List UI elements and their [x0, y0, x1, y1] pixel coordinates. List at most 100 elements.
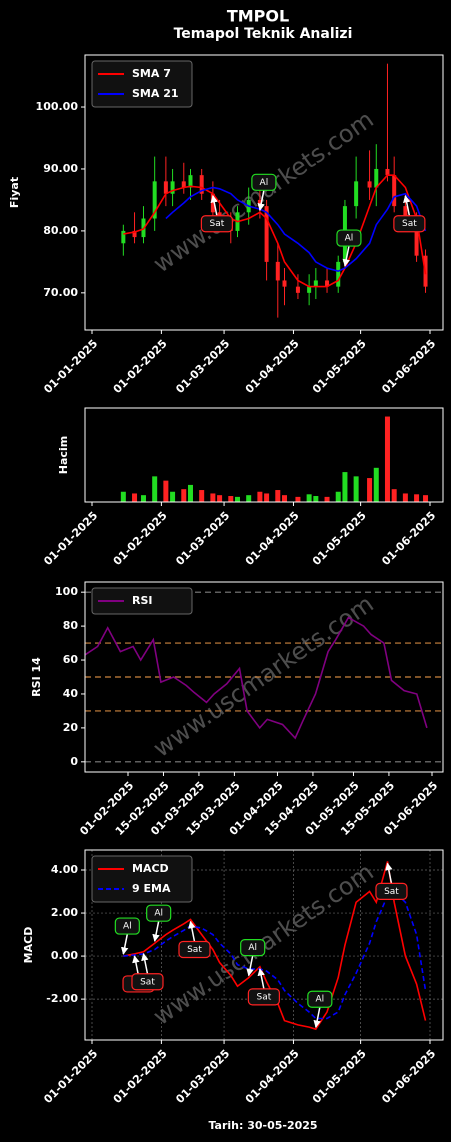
y-tick-label: 40	[63, 687, 79, 700]
legend-box	[91, 855, 193, 903]
bar	[234, 496, 240, 502]
candle-body	[163, 181, 168, 194]
plot-frame	[84, 54, 444, 331]
annotation-label: Sat	[140, 977, 155, 987]
y-tick-label: 20	[63, 721, 79, 734]
candle-body	[199, 175, 204, 194]
bar	[264, 493, 270, 502]
legend-label: RSI	[132, 594, 153, 607]
annotation-box	[375, 882, 408, 901]
y-tick-label: 80.00	[43, 224, 78, 237]
annotation-box	[200, 215, 233, 233]
series-line	[123, 890, 427, 1020]
annotation-arrow	[210, 195, 218, 216]
plot-frame	[84, 849, 444, 1041]
annotation-arrow	[120, 933, 129, 955]
bar	[199, 490, 205, 502]
candle-body	[367, 181, 372, 188]
candle-body	[414, 218, 419, 256]
series-line	[165, 186, 427, 273]
candle-body	[374, 168, 379, 188]
candle-body	[170, 181, 175, 194]
y-tick-label: 80	[63, 619, 79, 632]
legend-box	[91, 60, 193, 108]
annotation-arrow	[342, 245, 350, 267]
bar	[402, 493, 408, 502]
annotation-arrow	[141, 953, 149, 974]
bar	[353, 476, 359, 502]
bar	[414, 494, 420, 502]
bar	[187, 484, 193, 502]
y-axis-label: MACD	[22, 927, 35, 964]
annotation-label: Al	[123, 922, 132, 932]
legend-box	[91, 587, 193, 615]
chart-subtitle: Temapol Teknik Analizi	[174, 26, 353, 42]
candle-body	[132, 230, 137, 238]
candle-body	[282, 280, 287, 287]
bar	[313, 496, 319, 502]
annotation-box	[307, 990, 333, 1008]
y-axis-label: RSI 14	[30, 657, 43, 697]
candle-body	[181, 181, 186, 188]
bar	[132, 493, 138, 502]
bar	[373, 467, 379, 502]
bar	[295, 496, 301, 502]
candle-body	[313, 280, 318, 287]
y-axis-label: Fiyat	[8, 177, 21, 208]
plot-frame	[84, 581, 444, 773]
bar	[367, 478, 373, 502]
y-tick-label: -2.00	[46, 992, 78, 1005]
annotation-arrow	[132, 955, 140, 977]
annotation-label: Sat	[402, 219, 417, 229]
y-tick-label: 100.00	[36, 100, 79, 113]
y-tick-label: 2.00	[51, 906, 78, 919]
series-line	[84, 616, 428, 740]
candle-body	[264, 206, 269, 262]
bar	[217, 495, 223, 502]
bar	[140, 495, 146, 502]
candle-body	[295, 286, 300, 293]
annotation-label: Al	[154, 909, 163, 919]
candle-body	[307, 286, 312, 293]
annotation-arrow	[403, 195, 411, 216]
bar	[342, 472, 348, 502]
bar	[257, 491, 263, 502]
candle-body	[336, 261, 341, 287]
bar	[391, 489, 397, 502]
chart-title: TMPOL	[227, 7, 289, 26]
annotation-box	[240, 938, 266, 957]
annotation-label: Sat	[209, 219, 224, 229]
legend-label: SMA 21	[132, 87, 179, 100]
bar	[210, 493, 216, 502]
candle-body	[188, 175, 193, 188]
annotation-label: Sat	[256, 992, 271, 1002]
candle-body	[403, 206, 408, 219]
annotation-arrow	[257, 190, 265, 212]
candle-body	[385, 168, 390, 176]
annotation-label: Al	[248, 943, 257, 953]
bar	[228, 496, 234, 502]
annotation-box	[251, 173, 277, 191]
bar	[246, 495, 252, 502]
annotation-label: Al	[316, 995, 325, 1005]
annotation-arrow	[385, 862, 393, 884]
bar	[384, 416, 390, 502]
bar	[170, 491, 176, 502]
annotation-arrow	[313, 1007, 321, 1028]
bar	[324, 496, 330, 502]
legend-label: 9 EMA	[132, 882, 171, 895]
y-tick-label: 0.00	[51, 949, 78, 962]
annotation-box	[393, 215, 426, 233]
legend-label: MACD	[132, 862, 169, 875]
candle-body	[275, 261, 280, 281]
bar	[282, 495, 288, 502]
y-tick-label: 4.00	[51, 863, 78, 876]
candle-body	[354, 181, 359, 207]
annotation-box	[114, 917, 140, 935]
annotation-box	[146, 904, 172, 922]
annotation-box	[336, 229, 362, 247]
x-axis-label: Tarih: 30-05-2025	[208, 1119, 317, 1132]
y-tick-label: 0	[70, 755, 78, 768]
